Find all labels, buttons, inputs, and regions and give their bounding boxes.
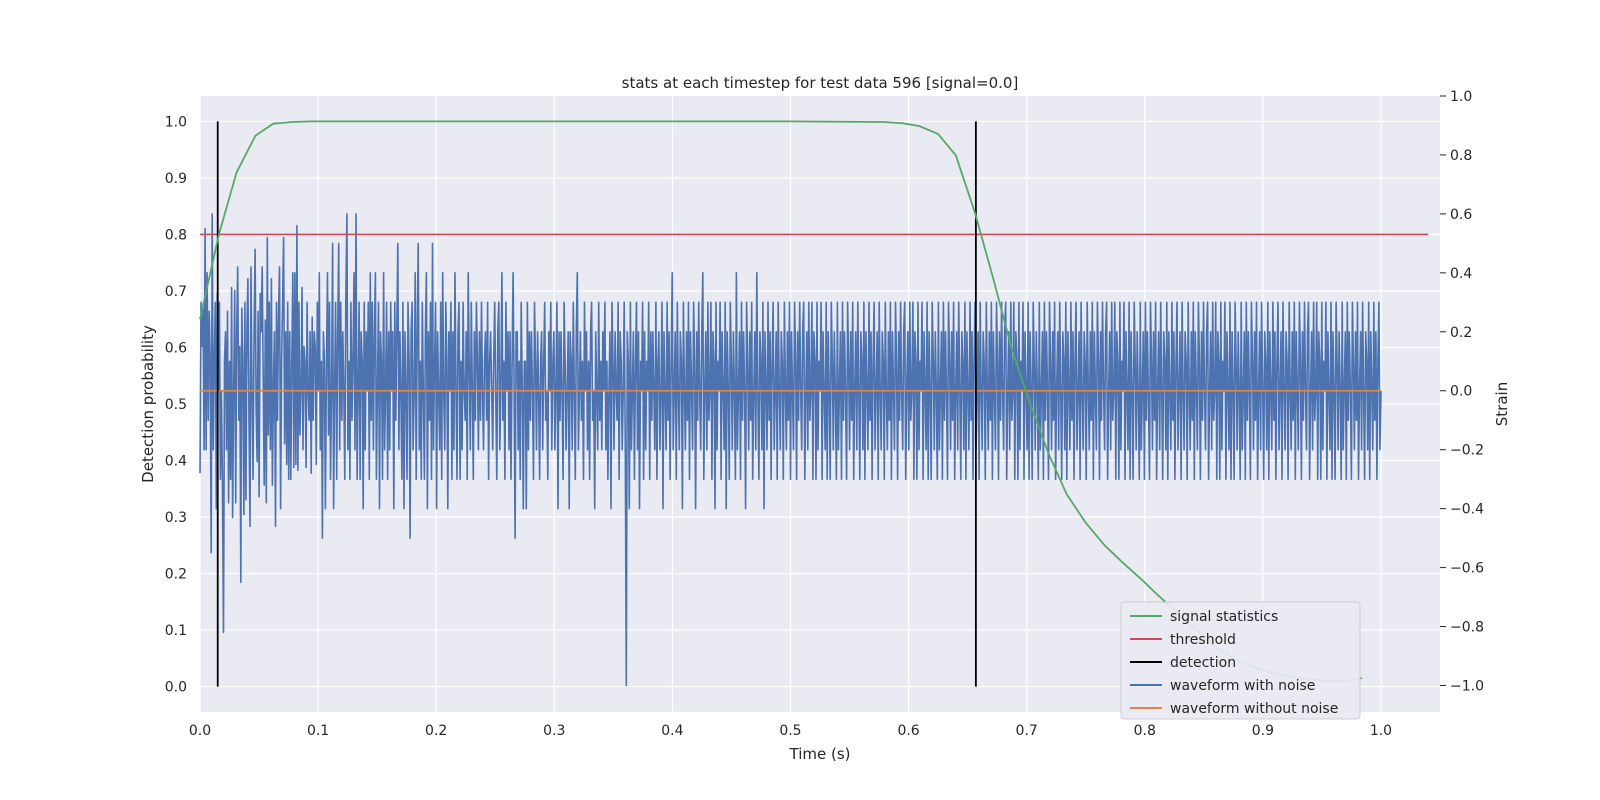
y2-tick-label: 0.4 [1450,266,1472,282]
legend-label-signal-statistics: signal statistics [1170,609,1278,625]
x-tick-label: 0.1 [307,723,329,739]
series-layer [199,120,1429,687]
y-tick-label: 0.3 [165,510,187,526]
y-tick-label: 0.9 [165,171,187,187]
y2-tick-label: 0.2 [1450,325,1472,341]
x-tick-label: 0.7 [1016,723,1038,739]
y-tick-label: 0.4 [165,454,187,470]
legend: signal statistics threshold detection wa… [1120,601,1361,720]
x-tick-label: 0.3 [543,723,565,739]
y2-tick-label: −1.0 [1450,678,1484,694]
y2-tick-label: −0.4 [1450,502,1484,518]
x-tick-label: 0.0 [189,723,211,739]
legend-label-threshold: threshold [1170,632,1236,648]
y2-tick-label: 0.0 [1450,384,1472,400]
y-axis-left: 0.0 0.1 0.2 0.3 0.4 0.5 0.6 0.7 0.8 0.9 1.0 [165,114,187,695]
y-tick-label: 0.6 [165,340,187,356]
y-tick-label: 0.0 [165,680,187,696]
y-tick-label: 0.2 [165,567,187,583]
y2-tick-label: −0.8 [1450,620,1484,636]
y2-tick-label: 0.6 [1450,207,1472,223]
y-axis-right: −1.0 −0.8 −0.6 −0.4 −0.2 0.0 0.2 0.4 0.6 0.8 1.0 [1440,89,1484,694]
y2-tick-label: −0.2 [1450,443,1484,459]
chart-title: stats at each timestep for test data 596… [622,74,1019,92]
x-tick-label: 0.6 [897,723,919,739]
y-axis-left-title: Detection probability [139,325,157,483]
x-axis-title: Time (s) [789,745,851,763]
y2-tick-label: −0.6 [1450,561,1484,577]
y-tick-label: 0.1 [165,623,187,639]
legend-box [1120,601,1361,720]
series-waveform-with-noise [199,213,1382,687]
y-axis-right-title: Strain [1493,382,1511,426]
x-tick-label: 0.4 [661,723,683,739]
legend-label-detection: detection [1170,655,1236,671]
x-axis: 0.0 0.1 0.2 0.3 0.4 0.5 0.6 0.7 0.8 0.9 1.0 [189,723,1392,739]
y-tick-label: 0.5 [165,397,187,413]
y-tick-label: 0.8 [165,227,187,243]
y-tick-label: 1.0 [165,114,187,130]
x-tick-label: 1.0 [1370,723,1392,739]
legend-label-waveform-without-noise: waveform without noise [1170,701,1338,717]
x-tick-label: 0.5 [779,723,801,739]
x-tick-label: 0.2 [425,723,447,739]
x-tick-label: 0.8 [1134,723,1156,739]
x-tick-label: 0.9 [1252,723,1274,739]
y2-tick-label: 1.0 [1450,89,1472,105]
y-tick-label: 0.7 [165,284,187,300]
y2-tick-label: 0.8 [1450,148,1472,164]
legend-label-waveform-with-noise: waveform with noise [1170,678,1315,694]
